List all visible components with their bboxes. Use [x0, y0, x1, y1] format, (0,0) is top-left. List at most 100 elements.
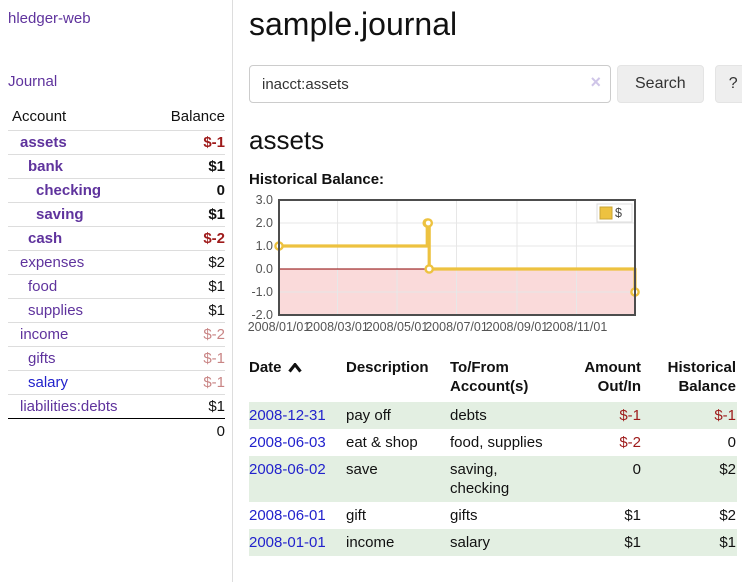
transaction-amount: $1: [624, 507, 641, 524]
transaction-accounts: debts: [450, 407, 487, 424]
account-row: bank $1: [8, 154, 225, 179]
svg-text:2008/05/01: 2008/05/01: [366, 320, 429, 334]
transaction-accounts: saving, checking: [450, 461, 510, 497]
transaction-balance: 0: [727, 434, 736, 451]
svg-text:-1.0: -1.0: [251, 285, 273, 299]
svg-text:0.0: 0.0: [256, 262, 273, 276]
transaction-date-link[interactable]: 2008-06-02: [249, 461, 326, 478]
accounts-total-value: 0: [8, 418, 225, 444]
account-row: assets $-1: [8, 130, 225, 155]
account-row: salary $-1: [8, 370, 225, 395]
svg-text:2008/01/01: 2008/01/01: [248, 320, 311, 334]
account-link-food[interactable]: food: [28, 278, 58, 295]
svg-text:2008/03/01: 2008/03/01: [306, 320, 369, 334]
register-table: Date Description To/From Account(s) Amou…: [249, 356, 737, 556]
transaction-date-link[interactable]: 2008-12-31: [249, 407, 326, 424]
transaction-balance: $1: [719, 534, 736, 551]
historical-balance-chart[interactable]: $3.0 2.0 1.0 0.0 -1.0 -2.0 2008/01/01 2008/03/0…: [248, 193, 742, 338]
account-balance: $-2: [153, 322, 225, 347]
register-header-row: Date Description To/From Account(s) Amou…: [249, 356, 737, 402]
register-row: 2008-01-01 income salary $1 $1: [249, 529, 737, 556]
clear-search-icon[interactable]: ×: [590, 72, 601, 92]
transaction-description: gift: [346, 507, 367, 524]
help-button[interactable]: ?: [714, 65, 742, 103]
account-row: checking 0: [8, 178, 225, 203]
transaction-balance: $2: [719, 461, 736, 478]
account-link-cash[interactable]: cash: [28, 230, 63, 247]
sidebar: hledger-web Journal Account Balance asse…: [0, 0, 233, 582]
account-link-checking[interactable]: checking: [36, 182, 102, 199]
search-button[interactable]: Search: [617, 65, 704, 103]
transaction-amount: 0: [632, 461, 641, 478]
transaction-description: save: [346, 461, 378, 478]
svg-text:-2.0: -2.0: [251, 308, 273, 322]
accounts-table-header: Account Balance: [8, 105, 225, 131]
register-row: 2008-12-31 pay off debts $-1 $-1: [249, 402, 737, 429]
transaction-date-link[interactable]: 2008-06-03: [249, 434, 326, 451]
page-title: sample.journal: [249, 6, 458, 42]
account-link-salary[interactable]: salary: [28, 374, 69, 391]
transaction-accounts: food, supplies: [450, 434, 543, 451]
account-link-liabilities-debts[interactable]: liabilities:debts: [20, 398, 118, 415]
register-row: 2008-06-01 gift gifts $1 $2: [249, 502, 737, 529]
account-balance: $1: [153, 154, 225, 179]
transaction-description: eat & shop: [346, 434, 418, 451]
accounts-col-balance: Balance: [170, 108, 225, 125]
register-col-balance: Historical Balance: [667, 359, 736, 395]
account-link-saving[interactable]: saving: [36, 206, 84, 223]
account-balance: $-1: [153, 370, 225, 395]
accounts-col-account: Account: [12, 108, 67, 125]
register-col-tofrom: To/From Account(s): [450, 359, 529, 395]
account-link-gifts[interactable]: gifts: [28, 350, 56, 367]
sidebar-item-journal[interactable]: Journal: [8, 73, 58, 90]
account-link-income[interactable]: income: [20, 326, 69, 343]
account-link-expenses[interactable]: expenses: [20, 254, 85, 271]
register-row: 2008-06-03 eat & shop food, supplies $-2 0: [249, 429, 737, 456]
transaction-description: income: [346, 534, 395, 551]
app-title-link[interactable]: hledger-web: [8, 10, 91, 27]
account-heading: assets: [249, 125, 325, 155]
svg-text:$: $: [615, 206, 622, 220]
account-balance: $-1: [153, 346, 225, 371]
accounts-table: Account Balance assets $-1 bank $1 checking 0…: [8, 105, 225, 444]
main-content: sample.journal × Search ? assets Histori…: [233, 0, 742, 582]
transaction-balance: $-1: [714, 407, 736, 424]
svg-text:2008/11/01: 2008/11/01: [546, 320, 608, 334]
transaction-balance: $2: [719, 507, 736, 524]
transaction-accounts: gifts: [450, 507, 478, 524]
account-balance: $1: [153, 202, 225, 227]
register-col-amount: Amount Out/In: [584, 359, 641, 395]
account-link-assets[interactable]: assets: [20, 134, 67, 151]
account-balance: $1: [153, 274, 225, 299]
search-input[interactable]: [249, 65, 611, 103]
account-balance: 0: [153, 178, 225, 203]
register-col-date-label: Date: [249, 359, 282, 376]
search-form: × Search ?: [249, 65, 742, 103]
account-balance: $1: [153, 394, 225, 419]
account-row: food $1: [8, 274, 225, 299]
svg-text:3.0: 3.0: [256, 193, 273, 207]
register-row: 2008-06-02 save saving, checking 0 $2: [249, 456, 737, 502]
transaction-date-link[interactable]: 2008-06-01: [249, 507, 326, 524]
sort-ascending-icon: [287, 362, 302, 373]
account-row: saving $1: [8, 202, 225, 227]
account-row: cash $-2: [8, 226, 225, 251]
transaction-amount: $-2: [619, 434, 641, 451]
accounts-total-row: 0: [8, 418, 225, 444]
transaction-description: pay off: [346, 407, 391, 424]
register-col-date[interactable]: Date: [249, 356, 346, 402]
account-balance: $2: [153, 250, 225, 275]
transaction-date-link[interactable]: 2008-01-01: [249, 534, 326, 551]
account-link-supplies[interactable]: supplies: [28, 302, 84, 319]
svg-text:2008/07/01: 2008/07/01: [425, 320, 488, 334]
transaction-amount: $1: [624, 534, 641, 551]
account-link-bank[interactable]: bank: [28, 158, 64, 175]
chart-heading: Historical Balance:: [249, 171, 385, 188]
account-row: gifts $-1: [8, 346, 225, 371]
register-col-description: Description: [346, 359, 429, 376]
account-row: income $-2: [8, 322, 225, 347]
account-balance: $-2: [153, 226, 225, 251]
account-row: expenses $2: [8, 250, 225, 275]
transaction-amount: $-1: [619, 407, 641, 424]
svg-text:2008/09/01: 2008/09/01: [486, 320, 549, 334]
